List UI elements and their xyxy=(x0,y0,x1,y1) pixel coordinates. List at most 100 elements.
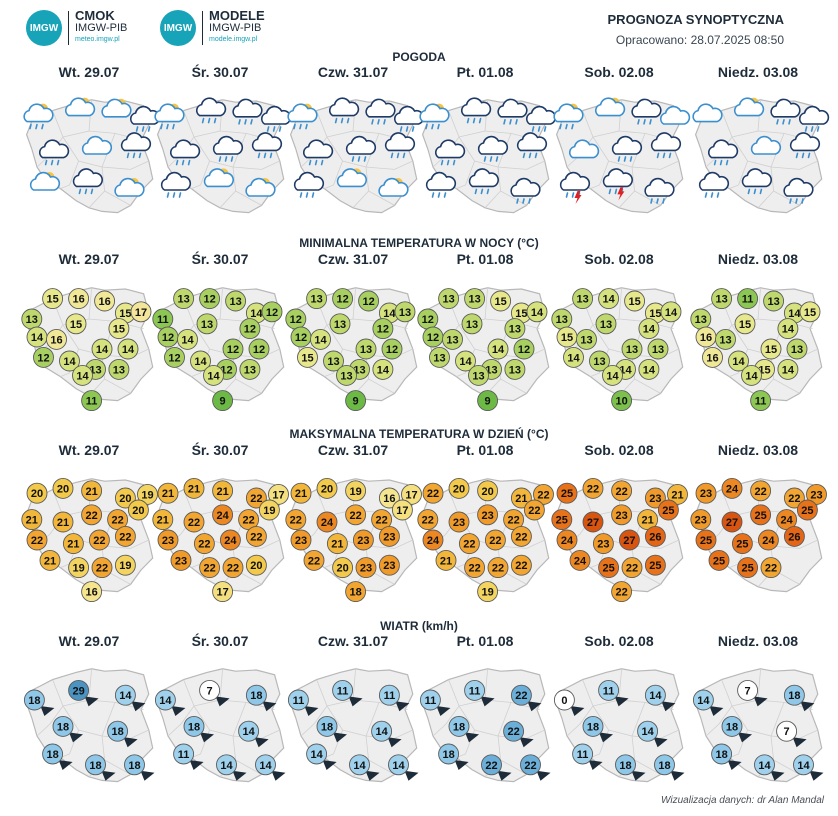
badge-value: 22 xyxy=(587,483,599,495)
rain-drop xyxy=(623,156,627,162)
wind-badge: 18 xyxy=(124,754,145,776)
tmin-badge: 14 xyxy=(203,364,224,386)
cloud-shape xyxy=(750,135,782,155)
tmin-badge: 14 xyxy=(728,350,749,372)
badge-circle xyxy=(611,581,633,603)
badge-circle xyxy=(203,364,224,386)
rain-drop xyxy=(266,126,270,132)
page-title: PROGNOZA SYNOPTYCZNA xyxy=(607,12,784,27)
badge-value: 16 xyxy=(50,334,62,346)
badge-value: 13 xyxy=(466,319,478,331)
badge-circle xyxy=(285,509,307,531)
badge-value: 23 xyxy=(810,489,822,501)
badge-value: 18 xyxy=(89,760,101,772)
rain-drop xyxy=(299,192,303,198)
sun-cloud-icon xyxy=(336,168,367,188)
rain-drop xyxy=(443,192,447,198)
badge-value: 14 xyxy=(76,370,89,382)
map-border xyxy=(365,539,413,549)
logo-text: MODELE IMGW-PIB modele.imgw.pl xyxy=(209,9,265,46)
badge-circle xyxy=(621,557,643,579)
cloud-shape xyxy=(72,168,103,188)
badge-circle xyxy=(287,689,309,711)
tmax-badge: 19 xyxy=(345,480,367,502)
modele-logo[interactable]: IMGW MODELE IMGW-PIB modele.imgw.pl xyxy=(160,9,265,46)
badge-circle xyxy=(388,754,409,776)
badge-value: 12 xyxy=(427,332,439,344)
tmax-badge: 17 xyxy=(268,483,289,505)
tmax-badge: 26 xyxy=(783,525,805,547)
wind-arrow-icon xyxy=(387,737,402,748)
wind-arrow-icon xyxy=(171,706,186,716)
tmax-badge: 25 xyxy=(737,557,759,579)
tmax-badge: 22 xyxy=(611,581,633,603)
wind-badge: 11 xyxy=(378,684,400,706)
tmin-badge: 13 xyxy=(429,346,450,368)
tmax-badge: 25 xyxy=(695,529,717,551)
tmin-badge: 14 xyxy=(526,301,548,323)
badge-value: 23 xyxy=(175,555,187,567)
badge-value: 18 xyxy=(619,760,631,772)
rain-drop xyxy=(224,156,228,162)
tmax-badge: 22 xyxy=(91,557,113,579)
tmax-badge: 19 xyxy=(137,483,158,505)
badge-circle xyxy=(582,715,604,737)
badge-value: 14 xyxy=(314,334,327,346)
cloud-shape xyxy=(650,132,682,152)
badge-circle xyxy=(381,338,403,360)
cloud-rain-icon xyxy=(160,171,192,198)
wind-badge: 7 xyxy=(199,679,221,701)
badge-value: 13 xyxy=(201,319,213,331)
badge-value: 25 xyxy=(556,515,568,527)
cmok-logo[interactable]: IMGW CMOK IMGW-PIB meteo.imgw.pl xyxy=(26,9,127,46)
badge-circle xyxy=(504,358,526,380)
badge-value: 22 xyxy=(227,563,239,575)
map-border xyxy=(167,679,195,737)
badge-circle xyxy=(355,338,377,360)
badge-value: 15 xyxy=(113,324,125,336)
cloud-rain-icon xyxy=(195,97,227,124)
cloud-shape xyxy=(328,97,360,117)
badge-value: 14 xyxy=(207,370,220,382)
lightning-shape xyxy=(617,187,625,201)
badge-circle xyxy=(595,313,617,335)
rain-drop xyxy=(789,198,792,204)
badge-value: 19 xyxy=(481,587,493,599)
wind-badge: 14 xyxy=(692,689,714,711)
badge-value: 16 xyxy=(98,296,110,308)
badge-value: 15 xyxy=(628,296,640,308)
sun-cloud-icon xyxy=(29,171,61,191)
tmax-badge: 22 xyxy=(193,533,215,555)
day-label: Pt. 01.08 xyxy=(456,64,514,80)
badge-circle xyxy=(750,504,772,526)
badge-circle xyxy=(21,509,43,531)
rain-drop xyxy=(725,159,729,166)
badge-circle xyxy=(23,689,45,711)
badge-value: 23 xyxy=(383,531,395,543)
tmin-badge: 13 xyxy=(595,313,617,335)
badge-value: 22 xyxy=(250,531,262,543)
badge-circle xyxy=(52,715,74,737)
badge-circle xyxy=(477,504,499,526)
badge-value: 12 xyxy=(203,294,215,306)
day-label: Niedz. 03.08 xyxy=(717,633,799,649)
wind-badge: 14 xyxy=(388,754,409,776)
cloud-icon xyxy=(692,103,723,123)
badge-circle xyxy=(371,720,393,742)
badge-value: 14 xyxy=(310,749,323,761)
badge-circle xyxy=(62,533,84,555)
badge-value: 23 xyxy=(162,535,174,547)
badge-value: 13 xyxy=(767,296,779,308)
badge-circle xyxy=(127,499,149,521)
rain-drop xyxy=(810,126,814,132)
badge-value: 13 xyxy=(719,334,731,346)
badge-circle xyxy=(777,318,799,340)
tmax-badge: 23 xyxy=(448,511,470,533)
badge-circle xyxy=(621,338,643,360)
badge-value: 13 xyxy=(556,314,568,326)
badge-circle xyxy=(352,529,374,551)
wind-arrow-icon xyxy=(262,701,277,712)
badge-value: 14 xyxy=(788,308,801,320)
badge-value: 18 xyxy=(250,690,262,702)
